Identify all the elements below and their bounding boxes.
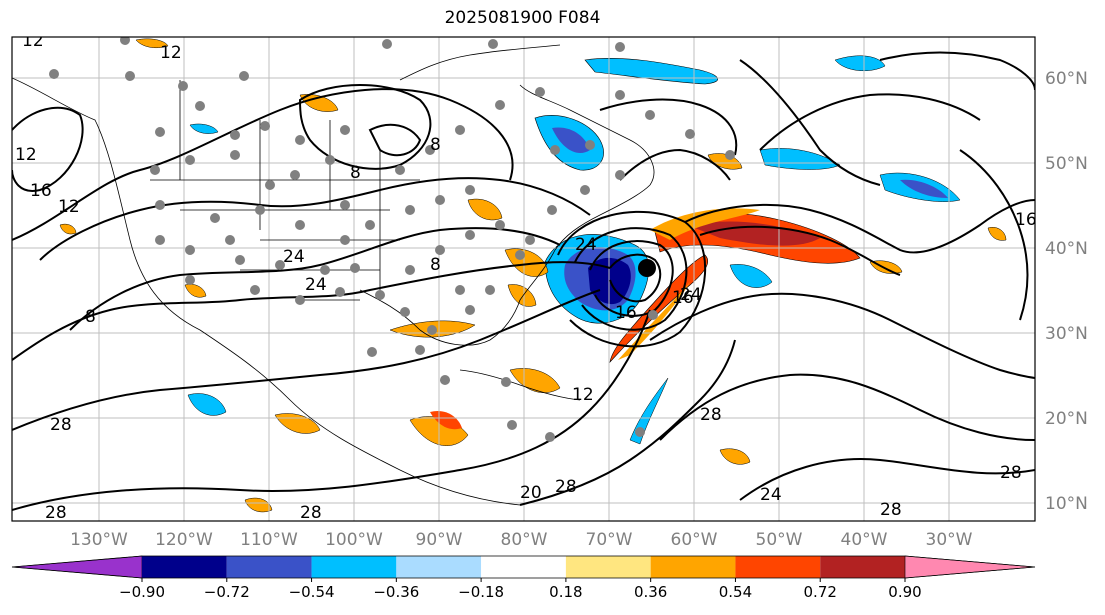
- contour-label: 16: [615, 303, 637, 323]
- colorbar: −0.90 −0.72 −0.54 −0.36 −0.18 0.18 0.36 0.54 0.7…: [11, 555, 1036, 601]
- contour-label: 12: [572, 385, 594, 405]
- colorbar-tick-label: −0.90: [119, 583, 165, 601]
- lat-label: 40°N: [1045, 239, 1088, 259]
- colorbar-segment: [226, 556, 312, 578]
- contour-label: 12: [160, 43, 182, 63]
- contour-label: 28: [880, 500, 902, 520]
- colorbar-tick-label: 0.18: [549, 583, 582, 601]
- station-markers: [49, 37, 735, 442]
- coastlines: [12, 44, 655, 506]
- map-frame: [11, 36, 1036, 522]
- colorbar-tick-label: −0.54: [289, 583, 335, 601]
- lon-label: 100°W: [325, 530, 383, 550]
- contour-label: 28: [50, 415, 72, 435]
- colorbar-tick-label: 0.90: [888, 583, 921, 601]
- colorbar-segment: [735, 556, 821, 578]
- lon-label: 50°W: [756, 530, 803, 550]
- colorbar-segment: [311, 556, 397, 578]
- lat-label: 20°N: [1045, 409, 1088, 429]
- contour-label: 24: [283, 247, 305, 267]
- lat-label: 30°N: [1045, 324, 1088, 344]
- contour-label: 12: [22, 31, 44, 51]
- contour-label: 8: [430, 255, 441, 275]
- contour-label: 12: [15, 145, 37, 165]
- contour-label: 24: [760, 485, 782, 505]
- lon-label: 110°W: [240, 530, 298, 550]
- contour-label: 24: [680, 285, 702, 305]
- contour-label: 28: [1000, 463, 1022, 483]
- contour-label: 28: [300, 503, 322, 523]
- colorbar-tick-label: 0.36: [634, 583, 667, 601]
- lat-label: 50°N: [1045, 154, 1088, 174]
- colorbar-extend-low: [11, 555, 143, 579]
- lat-label: 10°N: [1045, 494, 1088, 514]
- lat-label: 60°N: [1045, 69, 1088, 89]
- colorbar-tick-label: −0.72: [204, 583, 250, 601]
- lon-label: 60°W: [671, 530, 718, 550]
- colorbar-segment: [396, 556, 482, 578]
- contour-label: 28: [555, 477, 577, 497]
- colorbar-tick-label: −0.36: [373, 583, 419, 601]
- colorbar-tick-label: −0.18: [458, 583, 504, 601]
- colorbar-segment: [650, 556, 736, 578]
- contour-label: 12: [58, 197, 80, 217]
- contours: [12, 51, 1035, 511]
- contour-label: 8: [85, 307, 96, 327]
- contour-label: 16: [672, 288, 694, 308]
- latitude-labels: 60°N 50°N 40°N 30°N 20°N 10°N: [1045, 69, 1088, 514]
- lon-label: 40°W: [841, 530, 888, 550]
- longitude-labels: 130°W 120°W 110°W 100°W 90°W 80°W 70°W 6…: [70, 530, 973, 550]
- lon-label: 130°W: [70, 530, 128, 550]
- cyclone-center-marker: [638, 259, 656, 277]
- graticule: [12, 37, 1035, 521]
- map-title: 2025081900 F084: [444, 8, 601, 28]
- contour-label: 8: [350, 163, 361, 183]
- shaded-fields: [59, 38, 1007, 513]
- colorbar-segment: [565, 556, 651, 578]
- contour-label: 28: [45, 503, 67, 523]
- colorbar-segment: [481, 556, 566, 578]
- lon-label: 30°W: [926, 530, 973, 550]
- contour-label: 16: [30, 181, 52, 201]
- contour-label: 28: [700, 405, 722, 425]
- lon-label: 90°W: [416, 530, 463, 550]
- lon-label: 80°W: [501, 530, 548, 550]
- lon-label: 70°W: [586, 530, 633, 550]
- lon-label: 120°W: [155, 530, 213, 550]
- colorbar-tick-label: 0.72: [804, 583, 837, 601]
- colorbar-segment: [820, 556, 905, 578]
- contour-label: 8: [430, 135, 441, 155]
- colorbar-extend-high: [904, 555, 1036, 579]
- colorbar-segment: [142, 556, 227, 578]
- contour-label: 20: [520, 483, 542, 503]
- colorbar-tick-label: 0.54: [719, 583, 752, 601]
- contour-label: 16: [1015, 210, 1037, 230]
- contour-label: 24: [575, 235, 597, 255]
- contour-label: 24: [305, 275, 327, 295]
